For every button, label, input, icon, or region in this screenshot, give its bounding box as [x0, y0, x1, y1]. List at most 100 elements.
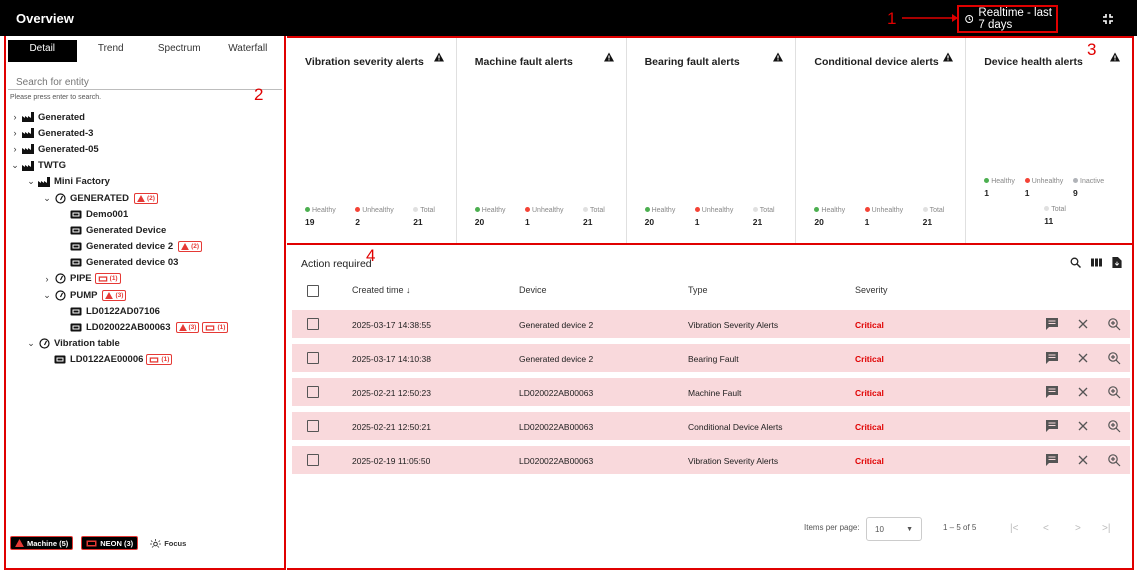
cell-severity: Critical — [855, 422, 884, 432]
zoom-in-icon[interactable] — [1107, 317, 1121, 331]
previous-page-button[interactable]: < — [1043, 523, 1049, 534]
healthy-stat: Healthy 19 — [305, 207, 336, 227]
expand-chevron-icon[interactable]: ⌄ — [43, 192, 51, 203]
unhealthy-stat: Unhealthy 1 — [1024, 178, 1063, 198]
expand-chevron-icon[interactable]: › — [45, 273, 49, 284]
tree-node[interactable]: Generated device 2 (2) — [6, 239, 284, 255]
column-created-time[interactable]: Created time ↓ — [352, 285, 411, 295]
card-title: Vibration severity alerts — [305, 56, 424, 68]
table-row[interactable]: 2025-02-19 11:05:50 LD020022AB00063 Vibrat… — [292, 446, 1130, 474]
alert-card[interactable]: Conditional device alerts Healthy 20 Unheal… — [796, 38, 967, 243]
tree-node[interactable]: ⌄ Mini Factory — [6, 174, 284, 190]
close-icon[interactable] — [1076, 419, 1090, 433]
export-file-icon[interactable] — [1112, 257, 1122, 268]
select-all-checkbox[interactable] — [307, 285, 319, 297]
row-checkbox[interactable] — [307, 352, 319, 364]
alert-badge: (2) — [178, 241, 203, 253]
row-checkbox[interactable] — [307, 454, 319, 466]
tree-node[interactable]: LD0122AD07106 — [6, 303, 284, 319]
column-device[interactable]: Device — [519, 285, 547, 295]
alert-card[interactable]: Machine fault alerts Healthy 20 Unhealthy 1 T… — [457, 38, 627, 243]
tree-node[interactable]: › PIPE (1) — [6, 271, 284, 287]
unhealthy-stat: Unhealthy 2 — [355, 207, 394, 227]
focus-button[interactable]: Focus — [146, 536, 190, 550]
zoom-in-icon[interactable] — [1107, 351, 1121, 365]
expand-chevron-icon[interactable]: › — [13, 128, 17, 139]
factory-icon — [22, 128, 34, 139]
total-label: Total — [420, 207, 435, 214]
tree-node[interactable]: Demo001 — [6, 206, 284, 222]
table-row[interactable]: 2025-03-17 14:10:38 Generated device 2 Bea… — [292, 344, 1130, 372]
table-row[interactable]: 2025-03-17 14:38:55 Generated device 2 Vib… — [292, 310, 1130, 338]
alert-card[interactable]: Bearing fault alerts Healthy 20 Unhealthy 1 T… — [627, 38, 797, 243]
next-page-button[interactable]: > — [1075, 523, 1081, 534]
close-icon[interactable] — [1076, 351, 1090, 365]
neon-count: (1) — [217, 324, 226, 332]
healthy-dot — [474, 207, 480, 212]
items-per-page-select[interactable]: 10 ▼ — [866, 517, 922, 541]
column-severity[interactable]: Severity — [855, 285, 888, 295]
zoom-in-icon[interactable] — [1107, 419, 1121, 433]
tree-node[interactable]: ⌄ TWTG — [6, 158, 284, 174]
comment-icon[interactable] — [1045, 419, 1059, 433]
fullscreen-exit-icon[interactable] — [1100, 11, 1116, 27]
machine-filter[interactable]: Machine (5) — [10, 536, 74, 550]
search-input[interactable] — [8, 77, 282, 88]
comment-icon[interactable] — [1045, 351, 1059, 365]
first-page-button[interactable]: |< — [1010, 523, 1019, 534]
tab-detail[interactable]: Detail — [8, 40, 77, 62]
cell-device: Generated device 2 — [519, 320, 594, 330]
alert-card[interactable]: Vibration severity alerts Healthy 19 Unheal… — [287, 38, 457, 243]
tree-node[interactable]: Generated Device — [6, 222, 284, 238]
comment-icon[interactable] — [1045, 317, 1059, 331]
row-checkbox[interactable] — [307, 318, 319, 330]
tree-node-label: TWTG — [38, 160, 66, 172]
tree-node[interactable]: ⌄ GENERATED (2) — [6, 190, 284, 206]
expand-chevron-icon[interactable]: › — [13, 144, 17, 155]
focus-label: Focus — [164, 538, 187, 548]
expand-chevron-icon[interactable]: › — [13, 112, 17, 123]
healthy-stat: Healthy 1 — [984, 178, 1015, 198]
column-type[interactable]: Type — [688, 285, 708, 295]
table-row[interactable]: 2025-02-21 12:50:21 LD020022AB00063 Condit… — [292, 412, 1130, 440]
total-dot — [922, 207, 928, 212]
close-icon[interactable] — [1076, 453, 1090, 467]
tree-node[interactable]: ⌄ PUMP (3) — [6, 287, 284, 303]
close-icon[interactable] — [1076, 385, 1090, 399]
row-checkbox[interactable] — [307, 420, 319, 432]
tree-node[interactable]: Generated device 03 — [6, 255, 284, 271]
tree-node[interactable]: › Generated-05 — [6, 141, 284, 157]
expand-chevron-icon[interactable]: ⌄ — [43, 289, 51, 300]
search-icon[interactable] — [1070, 257, 1081, 268]
tab-trend[interactable]: Trend — [97, 43, 124, 54]
focus-icon — [150, 538, 162, 548]
row-checkbox[interactable] — [307, 386, 319, 398]
alert-donut-chart — [654, 84, 778, 208]
tab-waterfall[interactable]: Waterfall — [228, 43, 268, 54]
table-row[interactable]: 2025-02-21 12:50:23 LD020022AB00063 Machin… — [292, 378, 1130, 406]
unhealthy-count: 1 — [525, 217, 530, 227]
device-icon — [70, 306, 82, 316]
tab-spectrum[interactable]: Spectrum — [157, 43, 201, 54]
tree-node[interactable]: › Generated-3 — [6, 125, 284, 141]
zoom-in-icon[interactable] — [1107, 453, 1121, 467]
tree-node[interactable]: LD020022AB00063 (3) (1) — [6, 319, 284, 335]
tree-node-label: Generated Device — [86, 224, 167, 236]
close-icon[interactable] — [1076, 317, 1090, 331]
tree-node[interactable]: LD0122AE00006 (1) — [6, 352, 284, 368]
time-range-button[interactable]: Realtime - last 7 days — [957, 5, 1058, 33]
tree-node[interactable]: › Generated — [6, 109, 284, 125]
neon-filter[interactable]: NEON (3) — [81, 536, 139, 550]
device-health-card[interactable]: Device health alerts Healthy 1 Unhealthy 1 In… — [966, 38, 1132, 243]
neon-badge: (1) — [202, 322, 229, 334]
zoom-in-icon[interactable] — [1107, 385, 1121, 399]
last-page-button[interactable]: >| — [1102, 523, 1111, 534]
tree-node[interactable]: ⌄ Vibration table — [6, 336, 284, 352]
expand-chevron-icon[interactable]: ⌄ — [27, 176, 35, 187]
columns-icon[interactable] — [1091, 257, 1102, 268]
comment-icon[interactable] — [1045, 453, 1059, 467]
comment-icon[interactable] — [1045, 385, 1059, 399]
expand-chevron-icon[interactable]: ⌄ — [27, 338, 35, 349]
neon-badge: (1) — [94, 273, 121, 285]
expand-chevron-icon[interactable]: ⌄ — [11, 160, 19, 171]
